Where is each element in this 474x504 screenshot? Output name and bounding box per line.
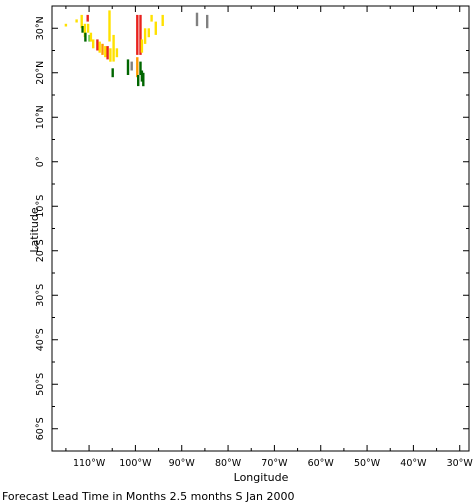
data-cell-27 <box>139 61 142 75</box>
chart-caption: Forecast Lead Time in Months 2.5 months … <box>2 490 294 503</box>
y-tick-label: 40°S <box>35 328 46 351</box>
data-cell-30 <box>142 72 145 87</box>
x-tick-label: 60°W <box>308 458 335 469</box>
data-cell-35 <box>161 14 164 26</box>
y-tick-label: 20°S <box>35 239 46 262</box>
data-cell-13 <box>101 43 104 55</box>
x-tick-label: 80°W <box>215 458 242 469</box>
data-cell-10 <box>92 39 95 49</box>
x-tick-label: 40°W <box>400 458 427 469</box>
data-cell-12 <box>98 41 101 53</box>
data-cell-16 <box>108 10 111 42</box>
data-cell-6 <box>86 14 89 22</box>
data-cell-14 <box>104 46 107 58</box>
data-cell-17 <box>109 48 112 62</box>
data-cell-0 <box>64 23 68 27</box>
y-tick-label: 30°S <box>35 284 46 307</box>
data-cell-33 <box>150 14 153 22</box>
data-cell-4 <box>83 23 87 38</box>
x-tick-label: 30°W <box>447 458 474 469</box>
x-tick-label: 90°W <box>169 458 196 469</box>
data-cell-11 <box>96 39 99 51</box>
x-tick-label: 110°W <box>73 458 106 469</box>
data-cell-9 <box>89 32 93 42</box>
data-cell-28 <box>140 70 144 82</box>
data-cell-21 <box>126 59 130 75</box>
plot-frame <box>51 5 470 452</box>
data-cell-37 <box>206 14 209 29</box>
data-cell-19 <box>112 34 115 62</box>
data-cell-31 <box>143 28 147 44</box>
axis-ticks <box>52 5 469 452</box>
data-cell-25 <box>137 75 140 87</box>
data-cell-23 <box>136 14 139 55</box>
x-tick-label: 50°W <box>354 458 381 469</box>
data-cell-24 <box>136 57 139 78</box>
data-cell-20 <box>115 48 119 58</box>
data-cell-29 <box>140 39 144 53</box>
x-tick-label: 100°W <box>119 458 152 469</box>
data-cell-32 <box>147 28 150 38</box>
y-tick-label: 30°N <box>35 16 46 40</box>
data-cell-36 <box>195 12 199 27</box>
tick-labels: 110°W 100°W 90°W 80°W 70°W 60°W 50°W 40°W 30°W 30… <box>35 16 473 469</box>
data-cell-18 <box>111 68 114 78</box>
y-tick-label: 10°N <box>35 105 46 129</box>
x-tick-label: 70°W <box>261 458 288 469</box>
data-cell-26 <box>139 14 142 55</box>
y-axis-label: Latitude <box>28 207 41 253</box>
data-cell-15 <box>106 46 109 60</box>
data-cell-5 <box>84 32 87 42</box>
data-cell-7 <box>86 23 90 33</box>
data-cell-3 <box>81 26 84 33</box>
data-cell-34 <box>154 21 157 35</box>
data-cells <box>64 10 209 87</box>
x-axis-label: Longitude <box>234 471 289 484</box>
data-cell-1 <box>75 19 78 23</box>
y-tick-label: 60°S <box>35 417 46 440</box>
y-tick-label: 0° <box>35 156 46 167</box>
data-cell-2 <box>80 14 83 29</box>
y-tick-label: 50°S <box>35 373 46 396</box>
y-tick-label: 10°S <box>35 195 46 218</box>
data-cell-8 <box>88 34 91 42</box>
data-cell-22 <box>130 61 133 71</box>
y-tick-label: 20°N <box>35 61 46 85</box>
